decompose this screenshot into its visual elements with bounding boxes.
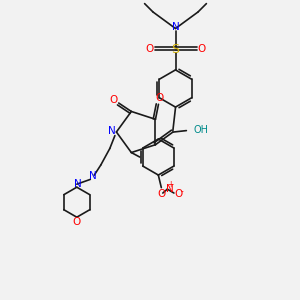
Text: N: N [167, 184, 174, 194]
Text: N: N [89, 171, 97, 181]
Text: O: O [158, 189, 166, 199]
Text: O: O [175, 189, 183, 199]
Text: S: S [172, 43, 179, 56]
Text: N: N [74, 178, 81, 189]
Text: -: - [180, 187, 183, 196]
Text: +: + [167, 179, 173, 188]
Text: N: N [172, 22, 179, 32]
Text: OH: OH [194, 125, 209, 135]
Text: O: O [110, 95, 118, 105]
Text: O: O [73, 217, 81, 227]
Text: N: N [108, 126, 116, 136]
Text: O: O [198, 44, 206, 55]
Text: O: O [145, 44, 153, 55]
Text: O: O [156, 93, 164, 103]
